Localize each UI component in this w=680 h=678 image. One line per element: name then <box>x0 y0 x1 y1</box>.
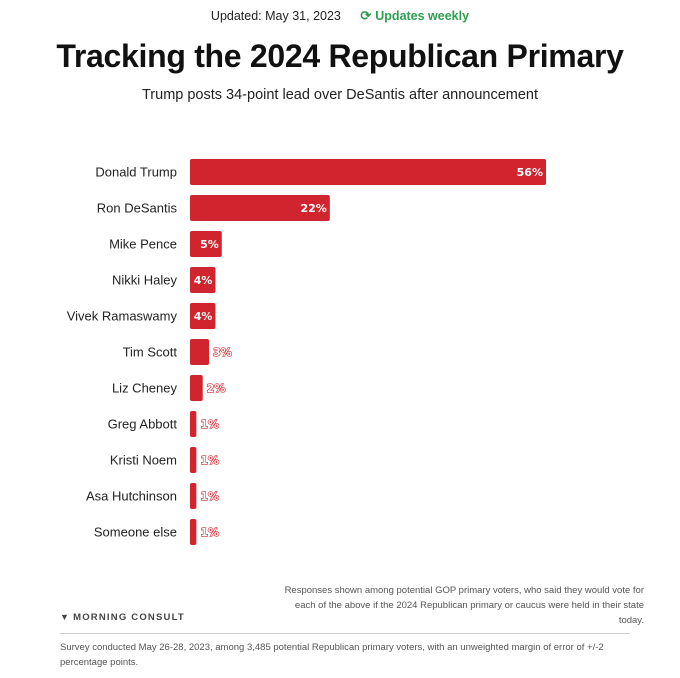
bar <box>190 267 216 293</box>
bar <box>190 195 330 221</box>
brand-name: MORNING CONSULT <box>73 612 185 623</box>
category-label: Mike Pence <box>109 237 177 252</box>
bar-value-label: 1% <box>200 418 219 431</box>
bar <box>190 411 197 437</box>
bar-value-label: 56% <box>517 166 543 179</box>
page-subtitle: Trump posts 34-point lead over DeSantis … <box>141 87 539 103</box>
bar-value-label: 5% <box>200 238 219 251</box>
page-title: Tracking the 2024 Republican Primary <box>56 38 624 74</box>
bar <box>190 519 197 545</box>
updated-date: Updated: May 31, 2023 <box>210 9 341 23</box>
bar-value-label: 2% <box>207 382 226 395</box>
update-row: Updated: May 31, 2023 ⟳ Updates weekly <box>0 8 680 24</box>
survey-note: Survey conducted May 26-28, 2023, among … <box>60 642 604 668</box>
refresh-icon: ⟳ <box>360 8 372 23</box>
bar <box>190 447 197 473</box>
bar <box>190 339 210 365</box>
bar-chart: Donald Trump 56% Ron DeSantis 22% Mike Pence… <box>67 159 546 545</box>
category-label: Kristi Noem <box>110 453 177 468</box>
morning-consult-logo-icon: ▼ <box>60 612 71 622</box>
bar <box>190 483 197 509</box>
footnote: Responses shown among potential GOP prim… <box>284 585 644 626</box>
bar-value-label: 1% <box>200 490 219 503</box>
category-label: Greg Abbott <box>108 417 178 432</box>
divider <box>60 633 630 634</box>
category-label: Donald Trump <box>95 165 177 180</box>
bar-value-label: 4% <box>194 310 213 323</box>
bar-value-label: 4% <box>194 274 213 287</box>
bar-value-label: 22% <box>301 202 327 215</box>
bar-value-label: 1% <box>200 454 219 467</box>
category-label: Nikki Haley <box>112 273 178 288</box>
brand: ▼ MORNING CONSULT <box>60 612 185 623</box>
category-label: Liz Cheney <box>112 381 178 396</box>
bar <box>190 303 216 329</box>
category-label: Asa Hutchinson <box>86 489 177 504</box>
bar <box>190 375 203 401</box>
bar-value-label: 3% <box>213 346 232 359</box>
category-label: Someone else <box>94 525 177 540</box>
category-label: Ron DeSantis <box>97 201 178 216</box>
category-label: Tim Scott <box>123 345 178 360</box>
bar-value-label: 1% <box>200 526 219 539</box>
category-label: Vivek Ramaswamy <box>67 309 178 324</box>
updates-weekly: ⟳ Updates weekly <box>360 8 470 23</box>
updates-weekly-label: Updates weekly <box>375 9 470 23</box>
bar <box>190 231 222 257</box>
bar <box>190 159 546 185</box>
